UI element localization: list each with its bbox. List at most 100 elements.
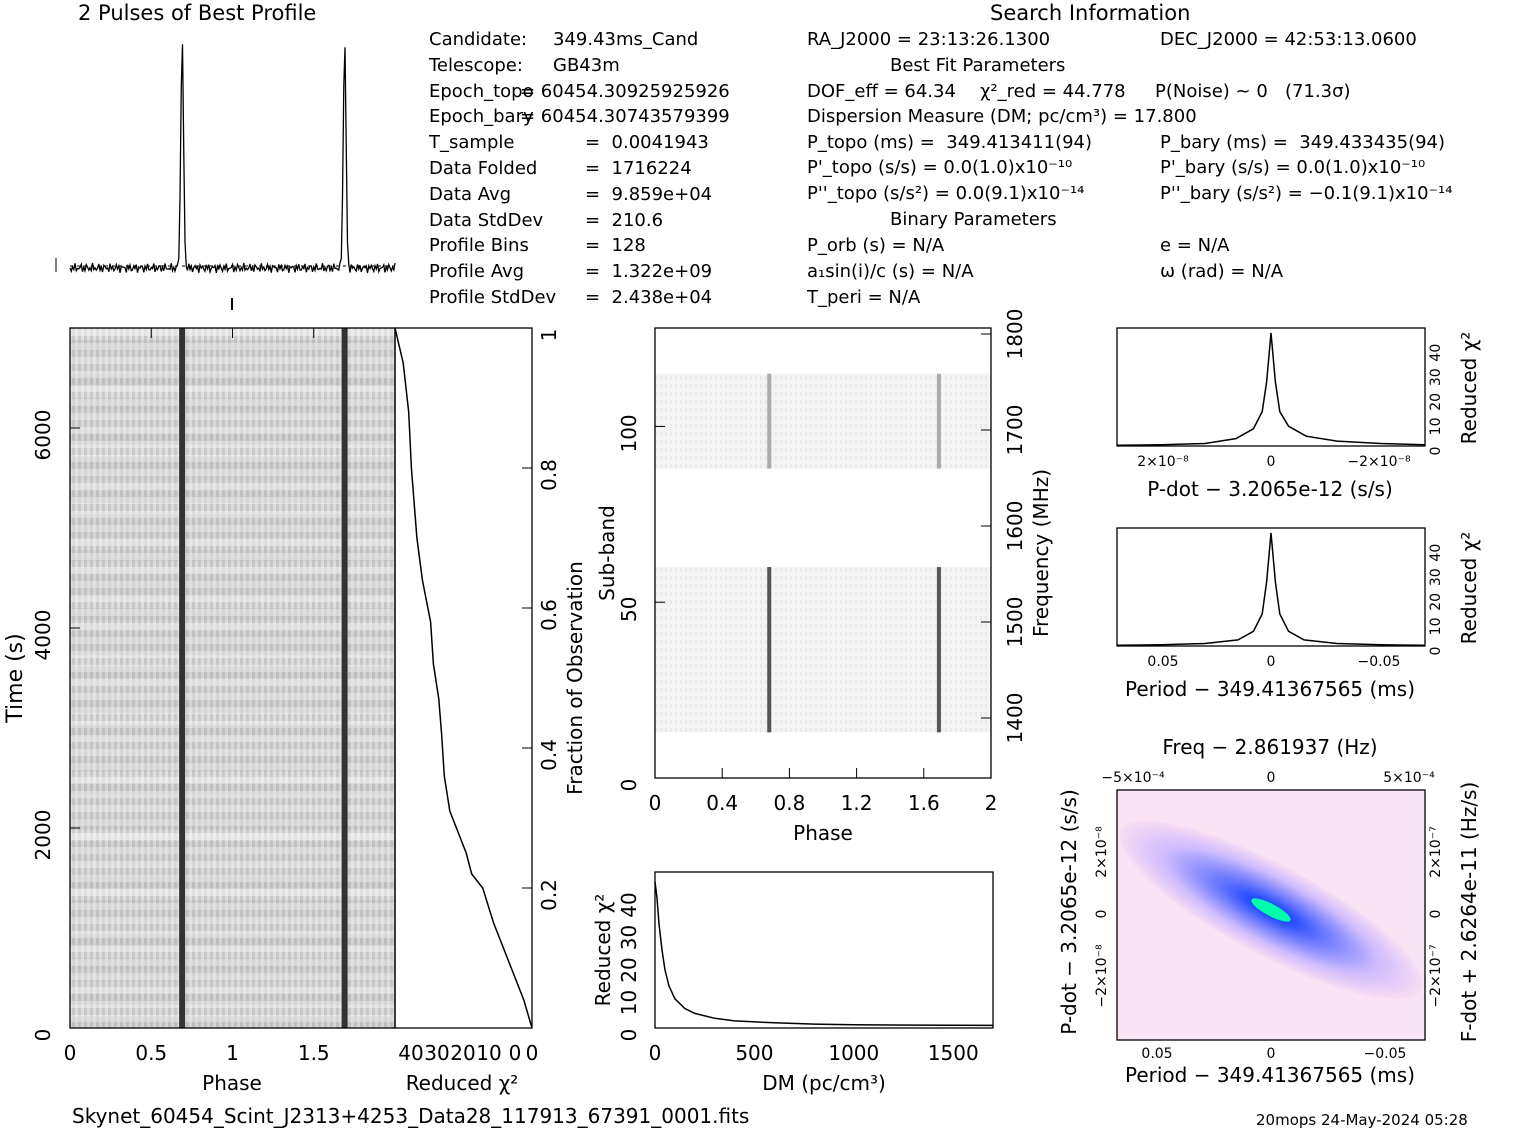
y-tick-label: 30 xyxy=(617,925,641,950)
subband-y2label: Frequency (MHz) xyxy=(1029,469,1053,637)
chi2-time-xlabel: Reduced χ² xyxy=(406,1071,519,1095)
pddbary-text: P''_bary (s/s²) = −0.1(9.1)x10⁻¹⁴ xyxy=(1160,183,1453,204)
info-value: GB43m xyxy=(553,54,620,76)
info-value: = 60454.30925925926 xyxy=(520,80,730,102)
x-tick-label: 0.5 xyxy=(135,1041,167,1065)
x-tick-label: 1000 xyxy=(828,1041,879,1065)
info-value: = 2.438e+04 xyxy=(585,287,713,308)
y-tick-label: 0.6 xyxy=(537,599,561,631)
info-label: Profile StdDev xyxy=(429,287,557,308)
y-tick-label: 0.8 xyxy=(537,459,561,491)
y-tick-label: 2000 xyxy=(31,810,55,861)
time-phase-row xyxy=(70,631,395,643)
time-phase-row xyxy=(70,783,395,795)
time-phase-ylabel: Time (s) xyxy=(3,633,28,723)
y-tick-label: 10 xyxy=(1428,418,1444,436)
x-tick-label: −0.05 xyxy=(1358,654,1401,670)
time-phase-row xyxy=(70,608,395,620)
time-phase-row xyxy=(70,619,395,632)
chi2-pdot-line xyxy=(1116,332,1426,447)
y-tick-label: 0.2 xyxy=(537,879,561,911)
ra-text: RA_J2000 = 23:13:26.1300 xyxy=(807,29,1051,50)
ppdot-title: Freq − 2.861937 (Hz) xyxy=(1162,735,1377,759)
x-tick-label: 0 xyxy=(649,1041,662,1065)
info-label: T_sample xyxy=(429,132,515,154)
x-tick-label: 0.05 xyxy=(1141,1046,1172,1062)
x-tick-label: 1500 xyxy=(928,1041,979,1065)
time-phase-row xyxy=(70,678,395,690)
binary-title: Binary Parameters xyxy=(890,209,1057,230)
time-phase-row xyxy=(70,701,395,713)
x-tick-label: 1.2 xyxy=(841,791,873,815)
subband-pulse-1 xyxy=(936,567,941,733)
pdtopo-text: P'_topo (s/s) = 0.0(1.0)x10⁻¹⁰ xyxy=(807,157,1073,178)
chi2-pdot-xlabel: P-dot − 3.2065e-12 (s/s) xyxy=(1147,477,1393,501)
time-phase-row xyxy=(70,351,395,363)
time-phase-xlabel: Phase xyxy=(202,1071,262,1095)
y-tick-label: 30 xyxy=(1428,368,1444,386)
x-tick-label: 0 xyxy=(1267,1046,1276,1062)
time-phase-row xyxy=(70,514,395,527)
y-tick-label: 50 xyxy=(617,596,641,621)
chi2-pdot-ylabel: Reduced χ² xyxy=(1457,332,1481,445)
info-label: Data Folded xyxy=(429,158,538,179)
x-tick-label: 0 xyxy=(509,1041,522,1065)
x-tick-label: 1.5 xyxy=(298,1041,330,1065)
time-phase-row xyxy=(70,923,395,935)
y-tick-label: 0 xyxy=(1094,910,1110,919)
x-tick-label: 0.05 xyxy=(1147,654,1178,670)
y-tick-label: 10 xyxy=(1428,618,1444,636)
y-tick-label: 0 xyxy=(526,1041,539,1065)
pbary-text: P_bary (ms) = 349.433435(94) xyxy=(1160,132,1446,153)
subband-ylabel: Sub-band xyxy=(595,505,619,601)
chi2-dm-line xyxy=(654,881,994,1027)
x-tick-label: 30 xyxy=(424,1041,449,1065)
time-phase-row xyxy=(70,339,395,352)
time-phase-row xyxy=(70,981,395,993)
pulse-track-1 xyxy=(341,328,348,1028)
y2-tick-label: 1400 xyxy=(1003,693,1027,744)
y-tick-label: 30 xyxy=(1428,568,1444,586)
y2-tick-label: 1600 xyxy=(1003,501,1027,552)
y-tick-label: −2×10⁻⁸ xyxy=(1094,944,1110,1008)
chi2-text: χ²_red = 44.778 xyxy=(980,81,1126,102)
info-label: Profile Bins xyxy=(429,235,529,257)
time-phase-row xyxy=(70,456,395,468)
time-phase-row xyxy=(70,561,395,573)
subband-upper-block xyxy=(655,373,991,469)
chi2-period-line xyxy=(1116,532,1426,647)
time-phase-row xyxy=(70,643,395,655)
time-phase-row xyxy=(70,549,395,562)
porb-text: P_orb (s) = N/A xyxy=(807,235,945,256)
y2-tick-label: 1700 xyxy=(1003,405,1027,456)
ppdot-y2label: F-dot + 2.6264e-11 (Hz/s) xyxy=(1457,782,1481,1043)
time-phase-row xyxy=(70,736,395,748)
y-tick-label: 40 xyxy=(617,892,641,917)
time-phase-row xyxy=(70,864,395,877)
subband-pulse-upper-0 xyxy=(767,373,772,469)
time-phase-heatmap xyxy=(70,328,395,1028)
x-tick-label: 0.8 xyxy=(773,791,805,815)
chi2-time-ylabel: Fraction of Observation xyxy=(563,561,587,795)
subband-frame xyxy=(654,327,992,779)
info-label: Epoch_bary xyxy=(429,106,534,128)
y-tick-label: 0.4 xyxy=(537,739,561,771)
top-tick-label: −5×10⁻⁴ xyxy=(1101,770,1165,786)
time-phase-row xyxy=(70,724,395,737)
x-tick-label: 1 xyxy=(226,1041,239,1065)
dec-text: DEC_J2000 = 42:53:13.0600 xyxy=(1160,29,1417,50)
subband-lower-block xyxy=(655,567,991,733)
omega-text: ω (rad) = N/A xyxy=(1160,261,1284,282)
time-phase-row xyxy=(70,993,395,1005)
ppdot-ylabel: P-dot − 3.2065e-12 (s/s) xyxy=(1057,789,1081,1035)
time-phase-row xyxy=(70,526,395,538)
time-phase-row xyxy=(70,748,395,760)
y-tick-label: 0 xyxy=(31,1029,55,1042)
timestamp-text: 20mops 24-May-2024 05:28 xyxy=(1256,1111,1468,1129)
y-tick-label: 20 xyxy=(1428,593,1444,611)
subband-xlabel: Phase xyxy=(793,821,853,845)
x-tick-label: 40 xyxy=(398,1041,423,1065)
y2-tick-label: 2×10⁻⁷ xyxy=(1428,826,1444,877)
y-tick-label: 20 xyxy=(617,957,641,982)
